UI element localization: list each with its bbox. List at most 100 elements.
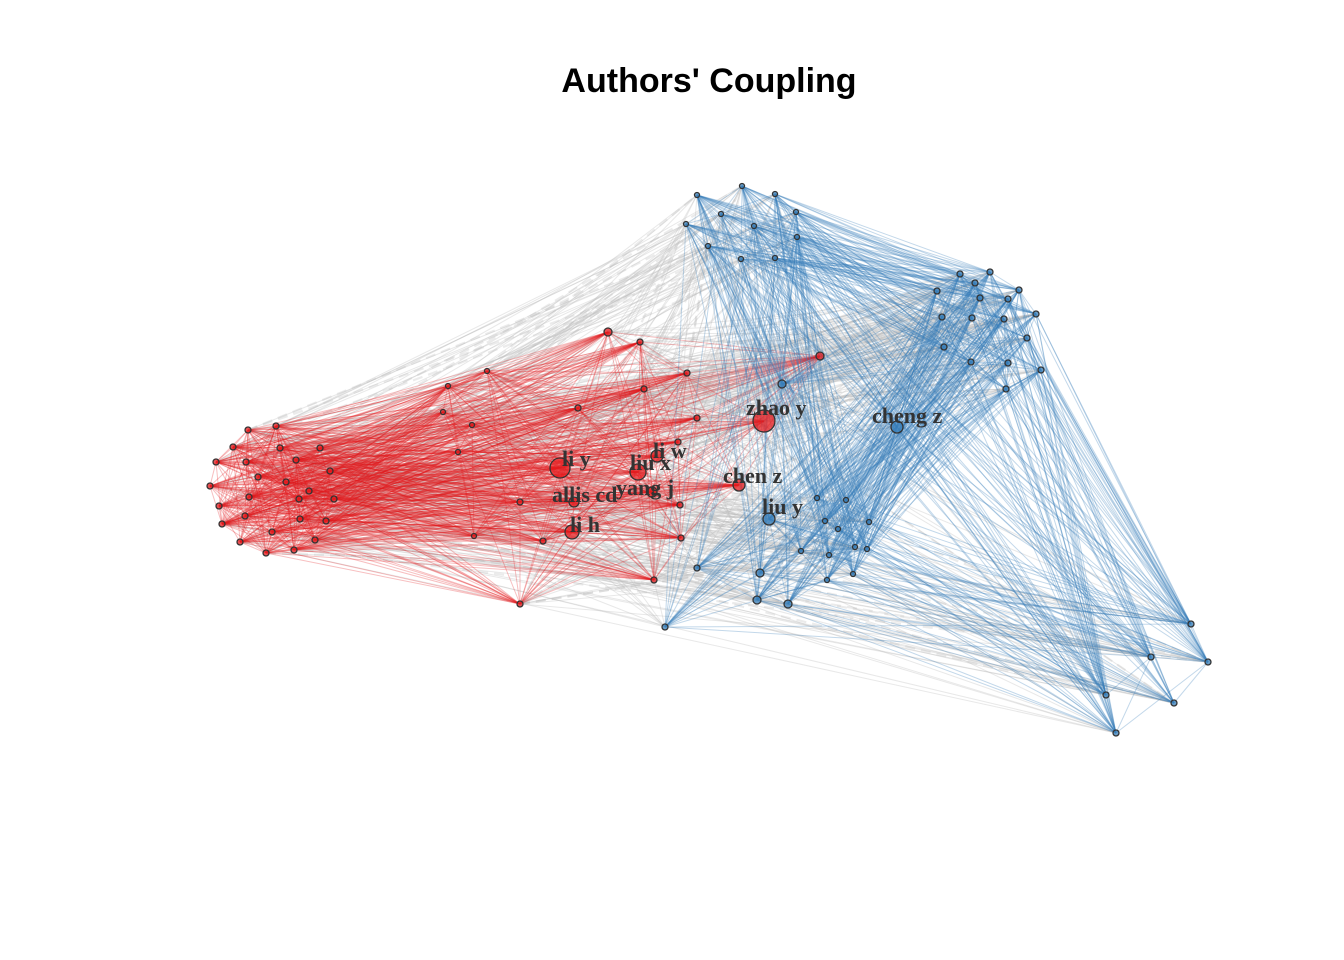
blue-edge [740,258,972,363]
red-edge [248,451,459,498]
red-edge [442,411,639,473]
blue-edge [768,273,961,520]
blue-edge [664,313,1037,628]
between-edge [333,193,776,500]
author-node [755,568,765,578]
between-edge [314,185,743,541]
blue-edge [768,313,1037,520]
blue-edge [787,290,938,605]
red-edge [221,341,641,525]
blue-edge [845,273,961,501]
red-edge [271,490,310,533]
between-edge [643,388,830,556]
red-edge [442,411,544,542]
between-edge [486,213,722,372]
blue-edge [707,245,818,499]
red-edge [265,490,310,554]
between-edge [643,388,802,552]
between-edge [637,290,938,473]
blue-edge [854,388,1007,548]
between-edge [265,211,797,554]
between-edge [559,313,1037,469]
blue-edge [787,520,826,605]
between-edge [293,549,698,569]
blue-edge [866,369,1042,550]
red-edge [542,537,682,542]
blue-edge [774,193,1007,390]
red-edge [245,461,267,554]
blue-edge [796,236,1037,315]
red-edge [247,429,297,461]
node-label-liu-y: liu y [762,494,803,519]
red-edge [314,411,444,541]
between-edge [232,297,1009,449]
between-edge [333,498,1117,734]
blue-edge [696,369,1042,569]
between-edge [819,355,1107,696]
red-edge [299,355,821,520]
red-edge [559,467,639,473]
blue-edge [866,289,1020,550]
red-edge [299,411,444,520]
between-edge [442,411,666,628]
between-edge [319,213,722,449]
red-edge [653,420,765,581]
red-edge [265,407,579,554]
between-edge [279,446,789,606]
blue-edge [696,194,981,299]
blue-edge [741,185,1107,696]
red-edge [559,455,658,469]
red-edge [299,518,521,605]
blue-edge [979,297,1009,364]
red-edge [639,341,658,457]
blue-edge [943,318,1005,348]
red-edge [333,498,655,581]
author-node [516,498,524,506]
between-edge [680,298,1009,539]
between-edge [314,225,755,541]
blue-edge [896,426,1107,696]
blue-edge [824,346,945,522]
blue-edge [828,313,1037,556]
red-edge [271,471,639,533]
blue-edge [720,213,961,275]
red-edge [559,467,655,581]
between-edge [819,355,856,548]
blue-edge [816,497,1107,696]
blue-edge [787,236,798,605]
blue-edge [971,317,1192,625]
blue-edge [941,316,1042,371]
red-edge [265,504,681,554]
red-edge [519,341,641,503]
between-edge [559,211,797,469]
red-edge [215,461,575,503]
blue-edge [971,317,1107,696]
red-edge [218,411,444,507]
red-edge [643,388,653,493]
between-edge [295,458,830,557]
blue-edge [781,383,1209,663]
blue-edge [696,258,742,569]
blue-edge [854,297,981,548]
red-edge [298,455,658,500]
red-edge [257,476,267,554]
blue-edge [664,623,1192,628]
blue-edge [936,282,976,292]
red-edge [265,518,301,554]
red-edge [295,407,579,461]
blue-edge [759,383,783,574]
blue-edge [685,223,776,259]
between-edge [247,383,783,431]
red-edge [314,424,473,541]
red-edge [271,531,521,605]
red-edge [319,447,335,500]
red-edge [447,385,765,422]
red-edge [442,411,473,426]
blue-edge [664,289,1020,628]
red-edge [232,407,579,448]
blue-edge [837,528,868,550]
between-edge [519,336,1028,504]
red-edge [275,425,658,457]
between-edge [653,518,770,581]
blue-edge [768,518,828,581]
